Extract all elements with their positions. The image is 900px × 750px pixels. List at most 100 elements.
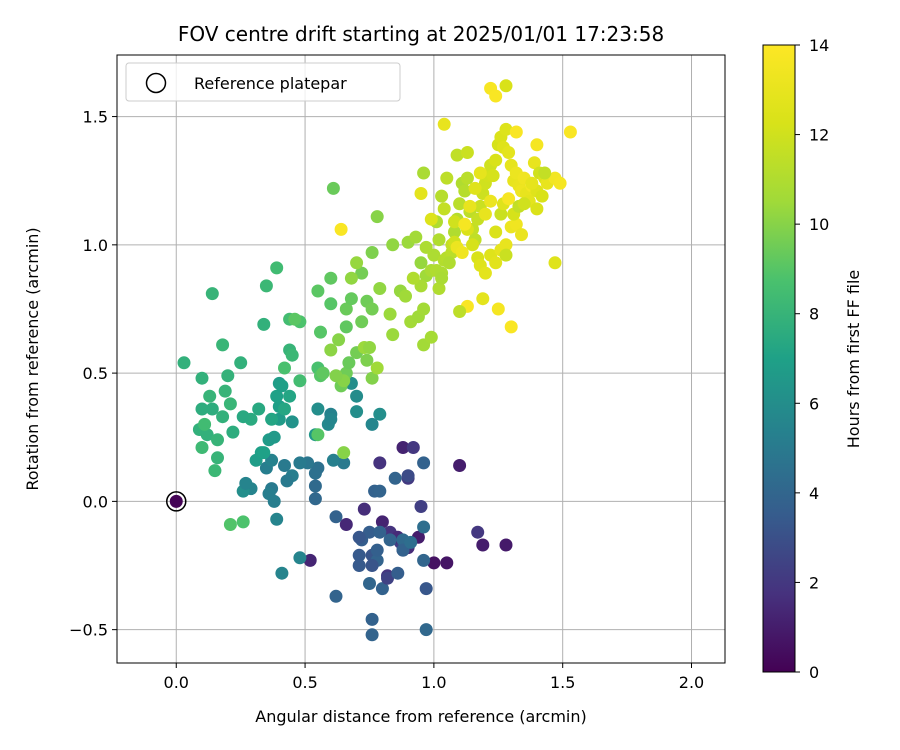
scatter-point <box>326 453 340 467</box>
colorbar-tick-label: 6 <box>809 394 819 413</box>
scatter-point <box>275 566 289 580</box>
scatter-point <box>440 556 454 570</box>
scatter-point <box>499 122 513 136</box>
scatter-point <box>270 512 284 526</box>
x-axis-label: Angular distance from reference (arcmin) <box>255 707 586 726</box>
scatter-point <box>360 353 374 367</box>
scatter-point <box>484 194 498 208</box>
scatter-point <box>365 246 379 259</box>
x-axis-ticks: 0.0 0.5 1.0 1.5 2.0 <box>164 663 704 692</box>
legend-box <box>125 62 401 102</box>
scatter-point <box>216 410 230 424</box>
scatter-point <box>548 256 562 270</box>
colorbar-tick-label: 14 <box>809 36 829 55</box>
scatter-point <box>437 117 451 131</box>
scatter-point <box>417 553 431 567</box>
scatter-point <box>324 271 338 285</box>
scatter-point <box>221 369 235 383</box>
reference-marker <box>166 491 187 512</box>
scatter-point <box>406 441 420 454</box>
scatter-point <box>373 525 387 539</box>
scatter-point <box>424 212 438 226</box>
scatter-point <box>466 238 479 252</box>
x-tick-label: 1.5 <box>550 673 575 692</box>
legend-label: Reference platepar <box>194 74 347 93</box>
scatter-point <box>334 222 348 236</box>
scatter-point <box>419 623 433 637</box>
scatter-point <box>352 530 366 544</box>
scatter-point <box>386 238 400 252</box>
scatter-point <box>509 217 523 231</box>
scatter-point <box>435 189 449 203</box>
scatter-point <box>355 315 369 329</box>
scatter-point <box>329 510 343 524</box>
scatter-point <box>489 256 503 270</box>
scatter-point <box>440 171 454 185</box>
scatter-point <box>357 502 371 516</box>
scatter-point <box>468 181 482 195</box>
scatter-point <box>339 320 353 334</box>
scatter-point <box>414 500 428 513</box>
scatter-point <box>236 515 250 529</box>
scatter-point <box>432 233 446 247</box>
scatter-point <box>383 307 397 321</box>
y-tick-label: 1.0 <box>83 236 108 255</box>
scatter-point <box>226 425 240 439</box>
scatter-point <box>463 199 477 213</box>
scatter-point <box>293 374 307 388</box>
scatter-point <box>223 518 237 531</box>
scatter-point <box>195 441 209 454</box>
scatter-point <box>453 197 467 211</box>
scatter-point <box>211 451 224 465</box>
grid-lines <box>117 55 725 663</box>
scatter-point <box>419 240 433 254</box>
scatter-point <box>373 282 387 295</box>
scatter-point <box>486 169 500 183</box>
scatter-point <box>435 271 449 285</box>
scatter-point <box>365 417 379 431</box>
scatter-point <box>527 156 541 170</box>
scatter-point <box>311 428 325 442</box>
colorbar-tick-label: 4 <box>809 484 819 503</box>
scatter-point <box>200 428 214 442</box>
scatter-point <box>442 256 456 270</box>
scatter-point <box>499 79 513 93</box>
scatter-point <box>236 410 250 424</box>
data-points <box>166 79 577 642</box>
scatter-point <box>365 559 379 572</box>
scatter-point <box>308 492 322 506</box>
scatter-point <box>288 312 302 326</box>
scatter-point <box>494 207 508 221</box>
plot-frame <box>116 54 726 664</box>
scatter-point <box>275 379 289 393</box>
scatter-point <box>239 476 253 490</box>
scatter-point <box>373 484 387 498</box>
scatter-point <box>344 271 358 285</box>
legend: Reference platepar <box>125 62 401 102</box>
scatter-point <box>424 330 438 344</box>
scatter-point <box>373 407 387 421</box>
scatter-point <box>563 125 577 139</box>
scatter-point <box>499 238 513 252</box>
scatter-point <box>352 559 366 572</box>
scatter-point <box>270 389 284 403</box>
scatter-point <box>373 456 387 470</box>
scatter-point <box>252 402 266 416</box>
scatter-point <box>365 628 379 642</box>
scatter-point <box>329 589 343 603</box>
scatter-point <box>198 417 212 431</box>
scatter-point <box>342 356 356 370</box>
scatter-point <box>476 292 490 306</box>
reference-point <box>169 494 183 508</box>
scatter-point <box>502 146 516 159</box>
scatter-point <box>417 456 431 470</box>
scatter-point <box>417 166 431 180</box>
colorbar-label: Hours from first FF file <box>844 270 863 449</box>
scatter-point <box>211 433 224 447</box>
scatter-point <box>409 230 423 244</box>
scatter-point <box>350 389 364 403</box>
colorbar-tick-label: 12 <box>809 126 829 145</box>
scatter-point <box>285 415 299 429</box>
scatter-point <box>489 89 503 103</box>
scatter-point <box>448 225 461 239</box>
